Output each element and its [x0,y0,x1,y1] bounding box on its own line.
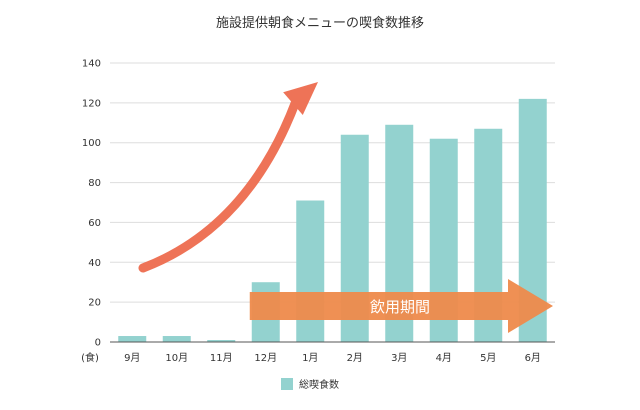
y-tick-label: 120 [82,98,101,109]
x-tick-label: 4月 [436,352,452,364]
x-tick-label: 5月 [480,352,496,364]
period-label: 飲用期間 [370,298,430,316]
x-tick-label: 1月 [302,352,318,364]
legend: 総喫食数 [281,378,339,391]
trend-arrow-head [283,82,318,115]
period-band-arrow [249,279,553,333]
y-axis-unit-label: (食) [81,351,99,364]
y-tick-label: 80 [88,178,101,189]
y-tick-label: 140 [82,59,101,70]
x-tick-label: 6月 [525,352,541,364]
x-tick-label: 3月 [391,352,407,364]
bar [162,336,191,342]
legend-label: 総喫食数 [299,378,339,391]
y-tick-label: 0 [95,338,101,349]
y-tick-label: 100 [82,138,101,149]
bar [207,340,236,342]
bar [118,336,147,342]
chart-title: 施設提供朝食メニューの喫食数推移 [216,15,424,31]
axes: 0 20 40 60 80 100 120 140 (食) 9月 10月 11月 12月 1月 2月 3月 4月… [81,59,555,364]
bar [296,200,325,342]
trend-arrow-shaft [138,96,301,273]
y-tick-label: 60 [88,218,101,229]
x-tick-label: 10月 [165,352,188,364]
legend-swatch [281,378,293,390]
x-tick-label: 2月 [347,352,363,364]
x-tick-label: 12月 [254,352,277,364]
y-tick-label: 40 [88,258,101,269]
annotations: 飲用期間 [138,82,553,333]
x-tick-label: 9月 [124,352,140,364]
x-tick-label: 11月 [210,352,233,364]
grid-lines [110,62,555,303]
y-tick-label: 20 [88,298,101,309]
